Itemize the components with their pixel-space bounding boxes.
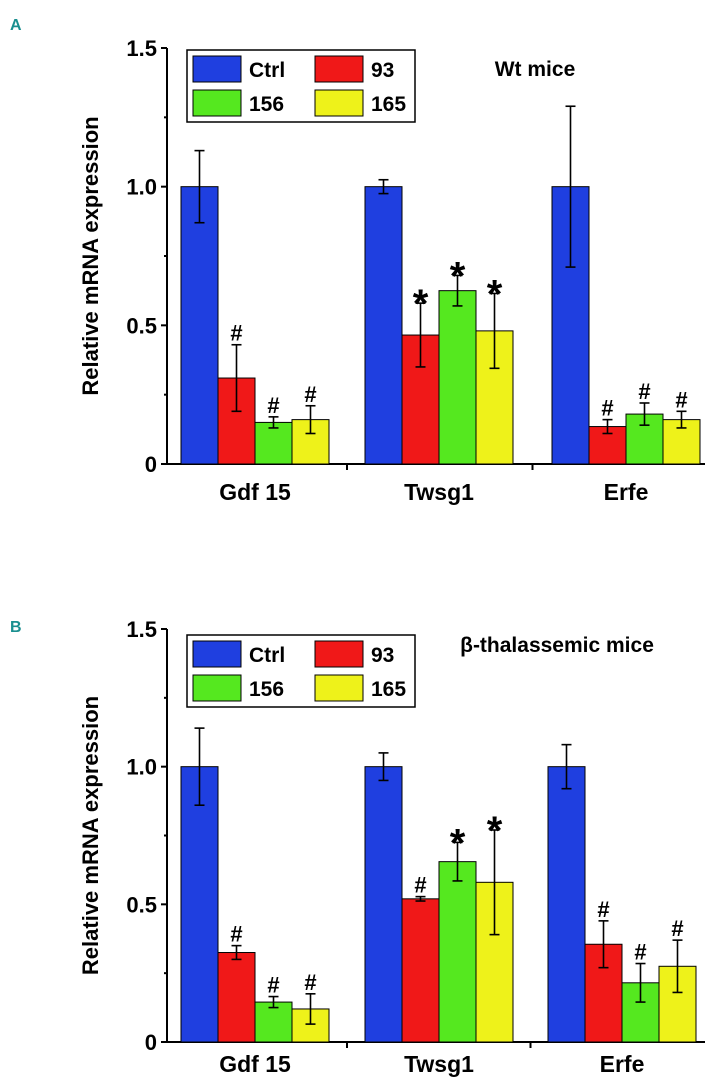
- panel-a-y-tick-label: 1.0: [126, 175, 157, 200]
- panel-a-legend-label-165: 165: [371, 93, 406, 116]
- panel-b-significance-mark: *: [450, 821, 466, 865]
- panel-a-bar-ctrl-twsg1: [364, 186, 403, 465]
- panel-a-significance-mark: #: [230, 321, 242, 346]
- panel-b-significance-mark: #: [267, 973, 279, 998]
- panel-b-legend-swatch-156: [192, 674, 242, 702]
- panel-b-bar-93-twsg1: [401, 898, 440, 1043]
- panel-a-title: Wt mice: [495, 58, 576, 81]
- panel-a-legend-swatch-156: [192, 89, 242, 117]
- panel-b-y-tick-label: 1.0: [126, 755, 157, 780]
- panel-a-legend-swatch-ctrl: [192, 55, 242, 83]
- panel-a-significance-mark: #: [267, 393, 279, 418]
- panel-b-bar-ctrl-erfe: [547, 766, 586, 1043]
- panel-a-y-tick-label: 1.5: [126, 36, 157, 61]
- panel-a-significance-mark: #: [601, 396, 613, 421]
- panel-a-legend-label-93: 93: [371, 59, 394, 82]
- panel-b-legend-label-165: 165: [371, 678, 406, 701]
- panel-b-bar-ctrl-twsg1: [364, 766, 403, 1043]
- panel-a-significance-mark: *: [487, 272, 503, 316]
- panel-a-significance-mark: *: [413, 282, 429, 326]
- panel-a-category-label: Gdf 15: [219, 479, 291, 505]
- panel-a-legend-swatch-165: [314, 89, 364, 117]
- panel-a-legend-label-ctrl: Ctrl: [249, 59, 285, 82]
- panel-b-significance-mark: #: [597, 897, 609, 922]
- panel-a-legend-swatch-93: [314, 55, 364, 83]
- panel-b-legend-label-ctrl: Ctrl: [249, 644, 285, 667]
- panel-b-legend-label-93: 93: [371, 644, 394, 667]
- panel-b-bar-156-twsg1: [438, 861, 477, 1043]
- panel-a-category-label: Twsg1: [404, 479, 474, 505]
- panel-b-category-label: Twsg1: [404, 1051, 474, 1077]
- panel-b-legend-label-156: 156: [249, 678, 284, 701]
- panel-b-y-tick-label: 0.5: [126, 892, 157, 917]
- panel-a-y-axis-label: Relative mRNA expression: [78, 116, 103, 395]
- panel-b-bar-93-gdf15: [217, 952, 256, 1043]
- panel-a-significance-mark: #: [638, 379, 650, 404]
- panel-b-y-tick-label: 0: [145, 1030, 157, 1055]
- panel-a-legend-label-156: 156: [249, 93, 284, 116]
- panel-b-letter: B: [10, 619, 22, 636]
- panel-b-legend-swatch-165: [314, 674, 364, 702]
- panel-a-letter: A: [10, 17, 22, 34]
- panel-b-y-tick-label: 1.5: [126, 617, 157, 642]
- panel-a-bar-156-twsg1: [438, 290, 477, 465]
- panel-b-significance-mark: #: [671, 916, 683, 941]
- panel-b-significance-mark: *: [487, 809, 503, 853]
- panel-a-bar-ctrl-gdf15: [180, 186, 219, 465]
- panel-b-significance-mark: #: [304, 970, 316, 995]
- panel-a-significance-mark: #: [304, 382, 316, 407]
- panel-b-legend-swatch-93: [314, 640, 364, 668]
- panel-b-significance-mark: #: [230, 922, 242, 947]
- panel-b-legend-swatch-ctrl: [192, 640, 242, 668]
- panel-a-bar-156-gdf15: [254, 421, 293, 465]
- panel-a-significance-mark: *: [450, 254, 466, 298]
- panel-b-y-axis-label: Relative mRNA expression: [78, 696, 103, 975]
- panel-a-significance-mark: #: [675, 387, 687, 412]
- panel-b-category-label: Gdf 15: [219, 1051, 291, 1077]
- panel-a-y-tick-label: 0.5: [126, 313, 157, 338]
- panel-b-bar-ctrl-gdf15: [180, 766, 219, 1043]
- panel-b-significance-mark: #: [414, 873, 426, 898]
- panel-a-category-label: Erfe: [604, 479, 649, 505]
- panel-b-category-label: Erfe: [600, 1051, 645, 1077]
- panel-b-bar-156-gdf15: [254, 1001, 293, 1043]
- panel-b-title: β-thalassemic mice: [460, 634, 654, 657]
- panel-a-y-tick-label: 0: [145, 452, 157, 477]
- panel-b-significance-mark: #: [634, 940, 646, 965]
